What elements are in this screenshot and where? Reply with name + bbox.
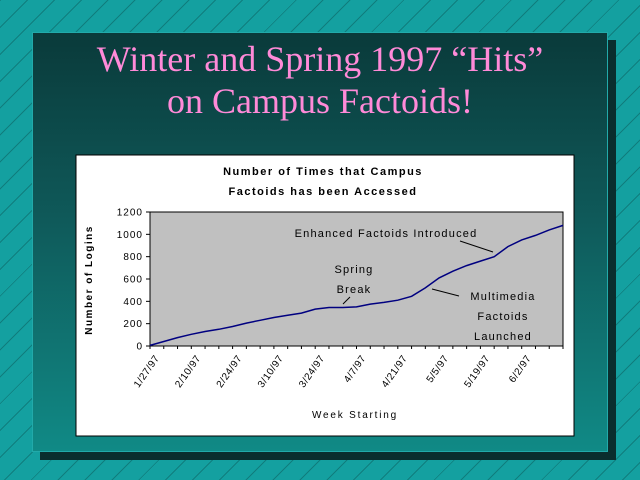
x-axis-label: Week Starting xyxy=(312,410,398,421)
y-tick-label: 1000 xyxy=(117,230,143,241)
y-tick-label: 1200 xyxy=(117,208,143,219)
chart-title-line2: Factoids has been Accessed xyxy=(229,186,418,198)
series-line xyxy=(149,224,564,347)
annotation-factoids: Factoids xyxy=(477,311,528,323)
annotation-enhanced: Enhanced Factoids Introduced xyxy=(295,228,478,240)
annotation-spring: Spring xyxy=(335,264,374,276)
y-axis-label: Number of Logins xyxy=(84,225,95,335)
y-tick-label: 200 xyxy=(123,319,143,330)
annotation-multimedia: Multimedia xyxy=(470,291,535,303)
chart-title-line1: Number of Times that Campus xyxy=(223,166,423,178)
annotation-launched: Launched xyxy=(474,331,532,343)
annotation-enhanced-leader xyxy=(459,240,494,253)
slide-title-line2: on Campus Factoids! xyxy=(167,81,473,121)
y-tick-label: 0 xyxy=(136,342,143,353)
y-tick-label: 600 xyxy=(123,275,143,286)
plot-area xyxy=(149,211,564,347)
annotation-break: Break xyxy=(337,284,372,296)
y-tick-label: 400 xyxy=(123,297,143,308)
slide-title: Winter and Spring 1997 “Hits” on Campus … xyxy=(0,38,640,122)
y-axis: 0 200 400 600 800 1000 1200 xyxy=(117,208,150,353)
annotation-break-leader xyxy=(342,296,351,305)
y-tick-label: 800 xyxy=(123,252,143,263)
slide-title-line1: Winter and Spring 1997 “Hits” xyxy=(96,39,544,79)
series-group xyxy=(149,224,564,347)
annotation-multimedia-leader xyxy=(431,288,460,297)
